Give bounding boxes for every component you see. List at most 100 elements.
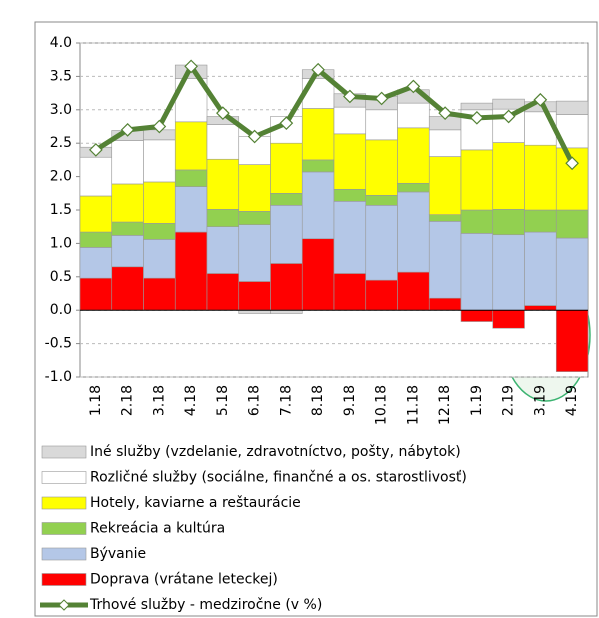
bar-segment	[365, 195, 398, 206]
bar-segment	[428, 156, 462, 215]
x-tick-label: 4.19	[564, 385, 580, 416]
y-tick-label: -1.0	[45, 369, 72, 385]
x-tick-label: 2.19	[501, 385, 517, 416]
x-tick-label: 1.19	[469, 385, 485, 416]
bar-segment	[143, 277, 176, 311]
bar-segment	[206, 209, 240, 228]
y-tick-label: 3.5	[50, 68, 72, 84]
bar-segment	[206, 226, 240, 274]
bar-segment	[397, 271, 430, 311]
bar-segment	[492, 142, 525, 210]
bar-segment	[111, 221, 144, 236]
line-marker	[501, 109, 516, 124]
bar-segment	[428, 297, 462, 311]
line-marker	[216, 106, 230, 120]
bar-segment	[397, 182, 430, 193]
bar-segment	[555, 209, 589, 239]
bar-segment	[365, 205, 398, 281]
legend-swatch	[41, 573, 87, 586]
bar-segment	[492, 209, 525, 236]
bar-segment	[397, 191, 430, 273]
bar-segment	[238, 309, 271, 314]
bar-segment	[270, 193, 303, 206]
bar-segment	[111, 235, 144, 268]
x-tick-label: 1.18	[88, 385, 104, 416]
bar-segment	[460, 149, 494, 211]
bar-segment	[301, 238, 335, 311]
y-tick-label: 4.0	[50, 35, 72, 51]
legend-swatch	[41, 547, 87, 561]
bar-segment	[428, 214, 462, 222]
bar-segment	[79, 195, 113, 233]
line-marker	[311, 62, 325, 77]
line-marker	[374, 91, 389, 106]
legend-label: Rozličné služby (sociálne, finančné a os…	[90, 470, 467, 486]
bar-segment	[428, 129, 462, 157]
legend-label: Trhové služby - medziročne (v %)	[89, 597, 322, 613]
bar-segment	[143, 223, 176, 240]
line-marker	[120, 122, 135, 137]
x-tick-label: 6.18	[247, 385, 263, 416]
bar-segment	[270, 263, 303, 311]
bar-segment	[365, 279, 398, 311]
bar-segment	[270, 205, 303, 264]
bar-segment	[492, 309, 525, 329]
x-tick-label: 3.18	[151, 385, 167, 416]
bar-segment	[555, 114, 589, 149]
bar-segment	[397, 127, 430, 184]
legend-swatch	[41, 522, 87, 535]
y-tick-label: 2.5	[50, 135, 72, 151]
bar-segment	[174, 186, 208, 233]
bar-segment	[524, 305, 557, 311]
y-tick-label: 3.0	[50, 102, 72, 118]
bar-segment	[301, 108, 335, 161]
line-marker	[406, 79, 421, 94]
bar-segment	[524, 144, 557, 211]
bar-segment	[397, 102, 430, 129]
legend-label: Hotely, kaviarne a reštaurácie	[90, 495, 301, 511]
bar-segment	[333, 201, 367, 274]
bar-segment	[238, 224, 271, 282]
line-marker	[247, 129, 262, 144]
y-tick-label: 0.0	[50, 302, 72, 318]
bar-segment	[111, 140, 144, 185]
line-marker	[152, 119, 167, 134]
bar-segment	[460, 102, 494, 111]
x-tick-label: 3.19	[532, 385, 548, 416]
bar-segment	[333, 273, 367, 311]
bar-segment	[301, 171, 335, 240]
bar-segment	[143, 239, 176, 279]
bar-segment	[555, 100, 589, 115]
bar-segment	[238, 281, 271, 311]
bar-segment	[460, 233, 494, 311]
bar-segment	[206, 124, 240, 160]
x-tick-label: 12.18	[437, 385, 453, 425]
bar-segment	[365, 139, 398, 196]
bar-segment	[524, 209, 557, 233]
legend-swatch	[41, 496, 87, 510]
bar-segment	[333, 188, 367, 202]
line-series	[94, 61, 575, 165]
line-marker	[184, 59, 198, 74]
y-tick-label: 1.5	[50, 202, 72, 218]
legend-swatch	[41, 471, 87, 484]
legend-label: Doprava (vrátane leteckej)	[90, 572, 278, 588]
legend-label: Iné služby (vzdelanie, zdravotníctvo, po…	[90, 444, 461, 460]
bar-segment	[143, 139, 176, 183]
line-marker	[533, 92, 548, 107]
y-tick-label: 2.0	[50, 169, 72, 185]
bar-segment	[206, 158, 240, 210]
y-tick-label: -0.5	[45, 336, 72, 352]
bar-segment	[206, 273, 240, 311]
line-marker	[279, 116, 294, 131]
bar-segment	[174, 231, 208, 311]
bar-segment	[111, 266, 144, 311]
bar-segment	[79, 231, 113, 248]
bar-segment	[333, 133, 367, 190]
bar-segment	[79, 156, 113, 197]
bar-segment	[492, 98, 525, 110]
bar-segment	[333, 106, 367, 135]
line-marker	[89, 143, 103, 157]
line-marker	[470, 110, 484, 125]
